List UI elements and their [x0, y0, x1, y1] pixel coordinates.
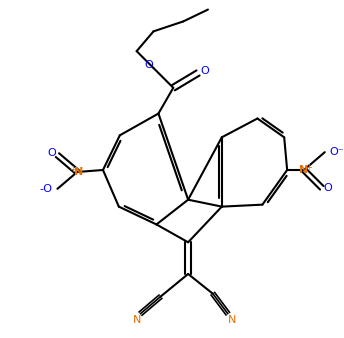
Text: +: + [305, 163, 312, 171]
Text: O⁻: O⁻ [329, 147, 344, 157]
Text: O: O [144, 60, 153, 70]
Text: N: N [299, 165, 309, 175]
Text: O: O [47, 148, 56, 158]
Text: N: N [132, 315, 141, 324]
Text: N: N [227, 315, 236, 324]
Text: -O: -O [39, 184, 52, 194]
Text: +: + [69, 165, 76, 173]
Text: O: O [201, 66, 209, 76]
Text: O: O [323, 183, 332, 193]
Text: N: N [74, 167, 83, 177]
